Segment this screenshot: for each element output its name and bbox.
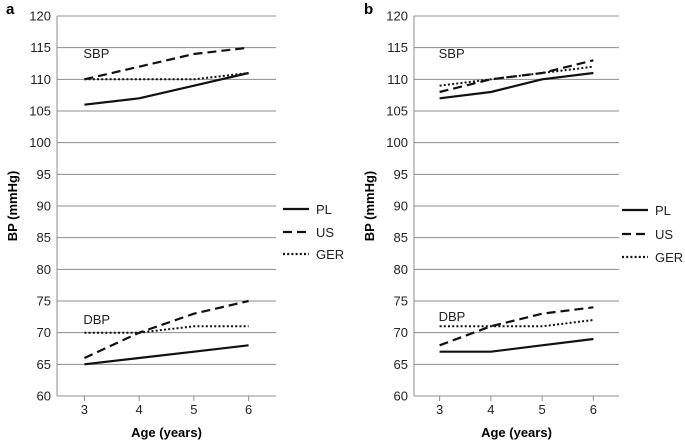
panel-a-ytick-95: 95 [37, 167, 51, 182]
panel-b-ytick-115: 115 [387, 40, 408, 55]
panel-b-ytick-100: 100 [386, 135, 408, 150]
panel-a-series-sbp-pl [84, 71, 249, 106]
panel-a-ytick-90: 90 [37, 199, 51, 214]
panel-b-ytick-70: 70 [394, 325, 408, 340]
panel-b-ytick-75: 75 [394, 294, 408, 309]
panel-a-xtick-5: 5 [190, 402, 197, 417]
panel-b-legend-label-us: US [655, 227, 673, 242]
panel-a-ytick-120: 120 [29, 9, 51, 24]
panel-a-ytick-75: 75 [37, 294, 51, 309]
panel-a-series-dbp-ger [84, 325, 249, 334]
panel-a-ytick-60: 60 [37, 389, 51, 404]
panel-a-ytick-115: 115 [30, 40, 51, 55]
panel-a-ytick-105: 105 [29, 104, 51, 119]
panel-b-y-axis-title: BP (mmHg) [362, 171, 377, 242]
panel-b-annotation-sbp: SBP [439, 46, 465, 61]
panel-a-xtick-6: 6 [245, 402, 252, 417]
panel-b-series-sbp-ger [439, 65, 594, 87]
panel-b-ytick-65: 65 [394, 357, 408, 372]
panel-a-ytick-80: 80 [37, 262, 51, 277]
panel-a-ytick-100: 100 [29, 135, 51, 150]
panel-b-ytick-85: 85 [394, 230, 408, 245]
panel-a-series-dbp-us [83, 299, 249, 359]
panel-b-xtick-4: 4 [487, 402, 494, 417]
panel-b-ytick-90: 90 [394, 199, 408, 214]
panel-b-series-dbp-us [439, 306, 594, 347]
panel-a: a 60 65 70 75 80 85 90 95 100 105 110 115 120 3 4 5 6 Age … [5, 1, 344, 440]
panel-b: b 60 65 70 75 80 85 90 95 100 105 110 115 120 3 4 5 6 Age … [362, 1, 683, 440]
panel-a-annotation-sbp: SBP [83, 46, 109, 61]
panel-a-xtick-4: 4 [136, 402, 143, 417]
panel-a-ytick-70: 70 [37, 325, 51, 340]
panel-b-legend-label-ger: GER [655, 250, 683, 265]
panel-b-legend-label-pl: PL [655, 203, 671, 218]
panel-a-annotation-dbp: DBP [83, 312, 110, 327]
panel-b-ytick-120: 120 [386, 9, 408, 24]
panel-b-series-dbp-ger [439, 319, 594, 328]
panel-b-ytick-80: 80 [394, 262, 408, 277]
panel-b-series-sbp-pl [439, 71, 594, 100]
panel-a-legend-label-ger: GER [316, 247, 344, 262]
panel-a-ytick-110: 110 [30, 72, 51, 87]
panel-b-ytick-110: 110 [387, 72, 408, 87]
panel-a-ytick-85: 85 [37, 230, 51, 245]
panel-b-ytick-105: 105 [386, 104, 408, 119]
panel-b-xtick-6: 6 [590, 402, 597, 417]
panel-a-letter: a [6, 1, 15, 18]
panel-a-series-dbp-pl [84, 344, 249, 366]
panel-a-legend-label-pl: PL [316, 202, 332, 217]
panel-a-xtick-3: 3 [81, 402, 88, 417]
panel-b-x-axis-title: Age (years) [481, 425, 552, 440]
panel-a-legend-label-us: US [316, 225, 334, 240]
panel-a-ytick-65: 65 [37, 357, 51, 372]
panel-b-annotation-dbp: DBP [439, 309, 466, 324]
panel-a-y-axis-title: BP (mmHg) [5, 171, 20, 242]
panel-a-series-sbp-us [84, 46, 249, 81]
panel-a-x-axis-title: Age (years) [131, 425, 202, 440]
panel-b-series-dbp-pl [439, 337, 594, 353]
panel-b-xtick-5: 5 [539, 402, 546, 417]
panel-b-letter: b [364, 1, 373, 18]
panel-b-ytick-60: 60 [394, 389, 408, 404]
panel-b-xtick-3: 3 [436, 402, 443, 417]
panel-b-ytick-95: 95 [394, 167, 408, 182]
